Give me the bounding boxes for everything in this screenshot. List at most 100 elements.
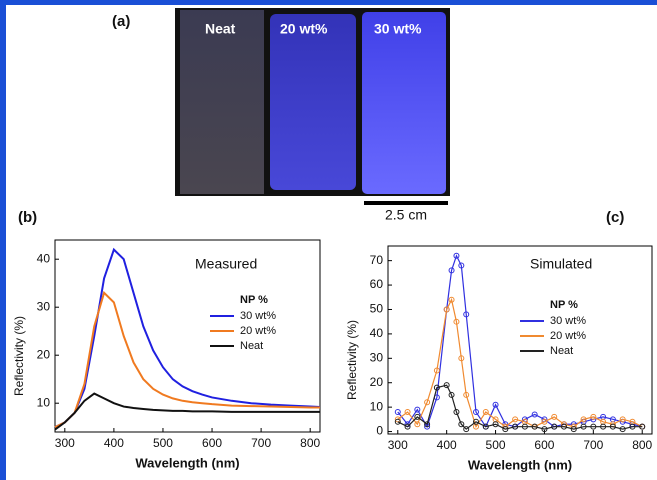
y-tick-label: 20 (370, 375, 384, 389)
point (639, 423, 646, 430)
point (424, 399, 431, 406)
panel-label: (c) (606, 209, 624, 226)
chart-title: Measured (195, 256, 257, 272)
point (512, 416, 519, 423)
chart-title: Simulated (530, 256, 592, 272)
y-tick-label: 0 (376, 424, 383, 438)
y-tick-label: 70 (370, 253, 384, 267)
point (551, 423, 558, 430)
point (482, 423, 489, 430)
point (433, 384, 440, 391)
point (458, 355, 465, 362)
point (458, 421, 465, 428)
legend-label: 30 wt% (550, 315, 586, 327)
point (590, 423, 597, 430)
point (580, 423, 587, 430)
scale-bar (364, 201, 448, 205)
y-tick-label: 50 (370, 302, 384, 316)
point (551, 413, 558, 420)
x-tick-label: 500 (153, 436, 173, 450)
point (561, 423, 567, 430)
sample-label: 20 wt% (280, 21, 328, 37)
point (453, 409, 460, 416)
point (521, 423, 528, 430)
point (443, 306, 450, 313)
point (463, 391, 470, 398)
point (541, 426, 548, 433)
point (531, 423, 538, 430)
point (531, 411, 538, 418)
legend-label: 20 wt% (240, 325, 276, 337)
x-tick-label: 600 (534, 438, 554, 452)
x-tick-label: 700 (251, 436, 271, 450)
point (619, 426, 626, 433)
sample-neat (180, 10, 264, 194)
series-line (397, 384, 643, 430)
point (453, 252, 460, 259)
point (482, 409, 489, 416)
x-tick-label: 300 (388, 438, 408, 452)
x-tick-label: 500 (486, 438, 506, 452)
point (512, 423, 519, 430)
point (492, 401, 499, 408)
point (463, 311, 470, 318)
y-tick-label: 20 (37, 347, 51, 361)
point (619, 416, 626, 423)
point (414, 421, 421, 428)
point (448, 296, 455, 303)
point (629, 423, 636, 430)
y-tick-label: 30 (37, 299, 51, 313)
point (414, 413, 421, 420)
legend-label: 20 wt% (550, 330, 586, 342)
series-line (54, 392, 320, 431)
series-line (54, 247, 321, 429)
point (424, 421, 431, 428)
point (394, 409, 401, 416)
legend-label: Neat (240, 340, 263, 352)
y-tick-label: 40 (370, 326, 384, 340)
frame-left (0, 0, 6, 480)
series-line (397, 297, 643, 429)
point (443, 382, 450, 389)
point (580, 416, 587, 423)
point (590, 413, 597, 420)
point (448, 391, 455, 398)
point (414, 406, 421, 413)
point (404, 409, 411, 416)
plot-frame (54, 239, 321, 433)
point (453, 318, 460, 325)
plot-frame (387, 245, 653, 435)
legend-title: NP % (550, 299, 578, 311)
point (404, 423, 411, 430)
y-tick-label: 60 (370, 277, 384, 291)
legend-label: Neat (550, 345, 573, 357)
y-tick-label: 10 (370, 399, 384, 413)
frame-top (0, 0, 657, 5)
x-tick-label: 600 (202, 436, 222, 450)
point (570, 426, 577, 433)
sample-20 (270, 14, 356, 190)
y-tick-label: 30 (370, 350, 384, 364)
sample-label: Neat (205, 21, 236, 37)
x-tick-label: 800 (300, 436, 320, 450)
point (394, 418, 401, 425)
point (463, 426, 470, 433)
y-axis-label: Reflectivity (%) (345, 320, 359, 400)
x-axis-label: Wavelength (nm) (468, 457, 572, 472)
point (492, 421, 499, 428)
x-tick-label: 800 (632, 438, 652, 452)
sample-label: 30 wt% (374, 21, 422, 37)
point (448, 267, 455, 274)
x-tick-label: 300 (55, 436, 75, 450)
point (473, 409, 479, 416)
point (502, 426, 509, 433)
point (458, 262, 465, 269)
x-tick-label: 400 (104, 436, 124, 450)
y-tick-label: 40 (37, 251, 51, 265)
point (541, 418, 548, 425)
y-axis-label: Reflectivity (%) (12, 316, 26, 396)
point (433, 367, 440, 374)
series-line (54, 290, 320, 429)
x-tick-label: 400 (437, 438, 457, 452)
